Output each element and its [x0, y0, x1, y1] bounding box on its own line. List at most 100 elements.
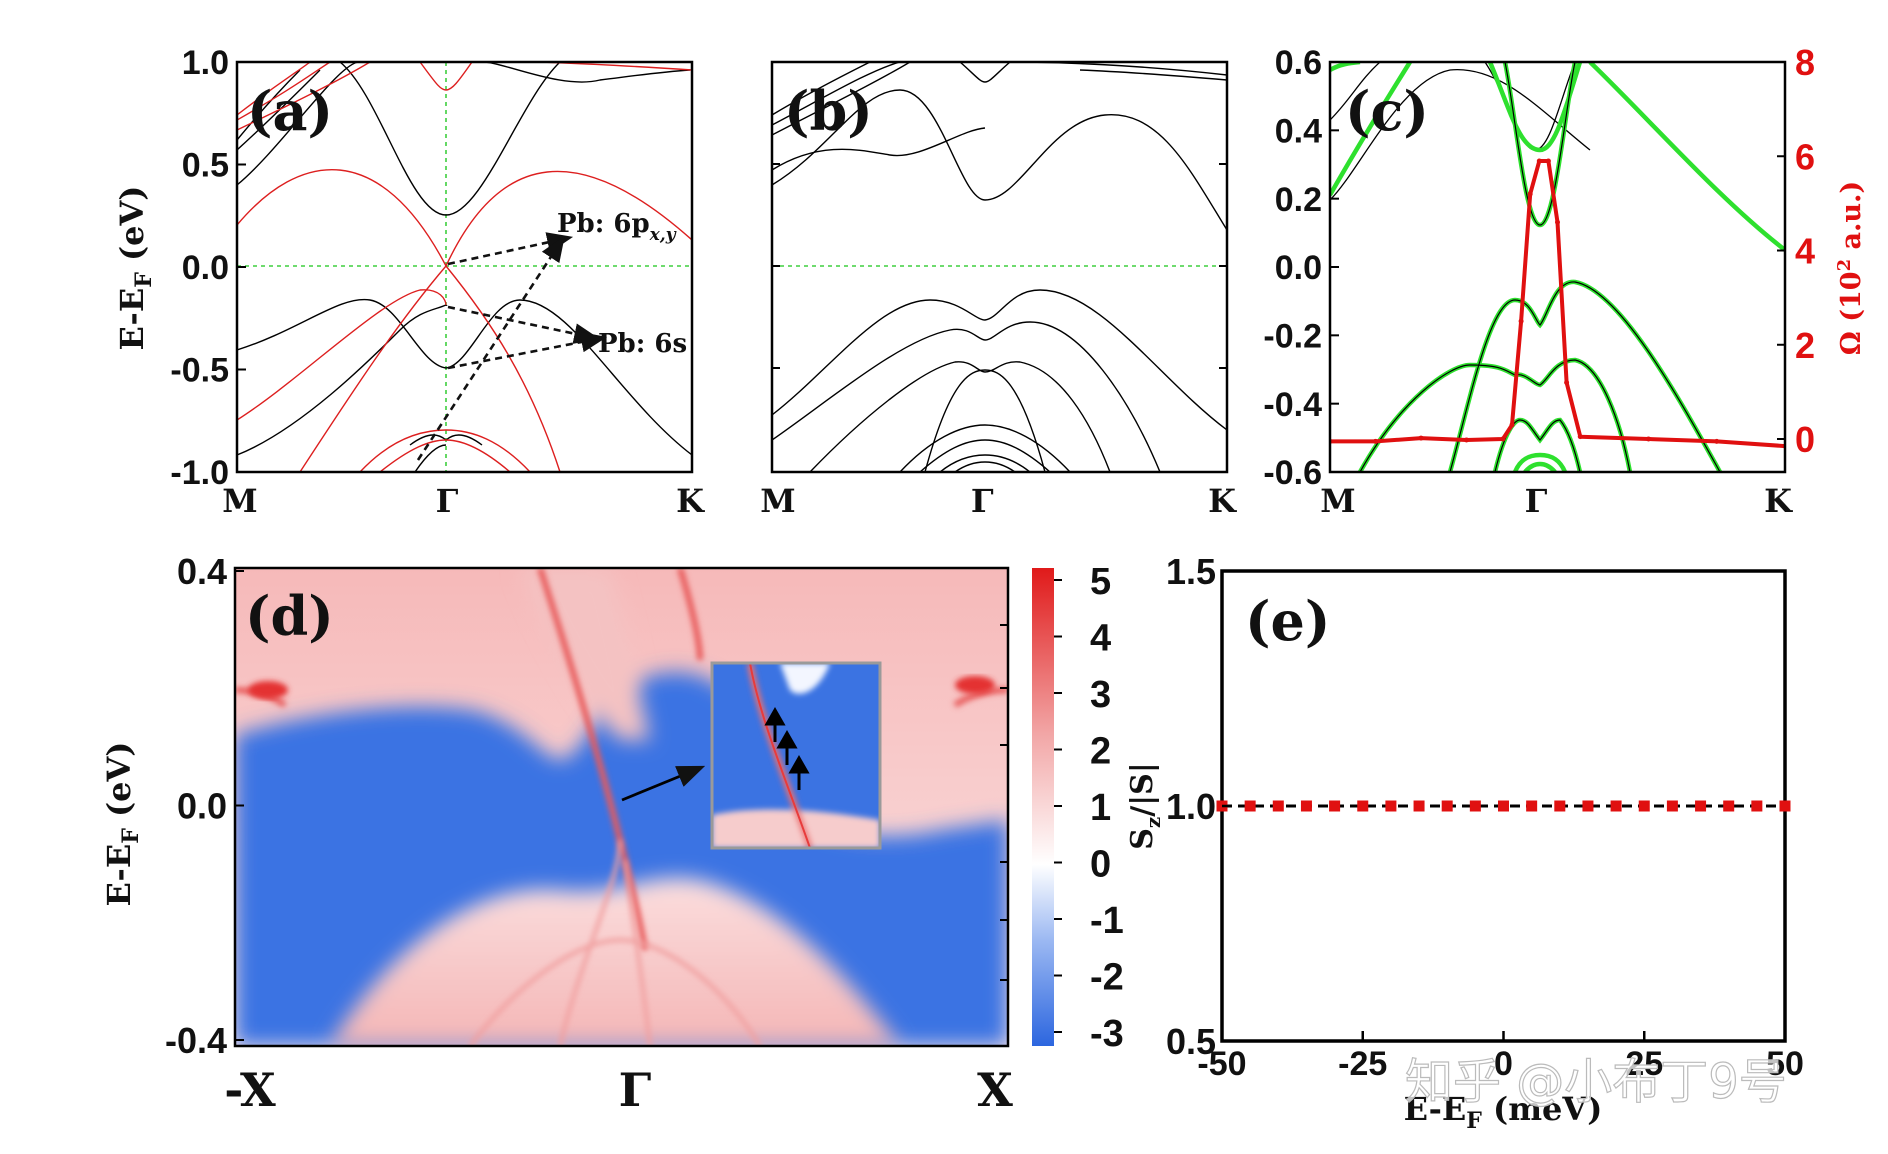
panel-d-y-tick-label: 0.0: [177, 785, 227, 826]
panel-d-inset: [621, 661, 882, 850]
panel-c-y-tick-label: -0.6: [1263, 454, 1322, 492]
panel-e-marker: [1723, 800, 1735, 812]
panel-label-a: (a): [247, 79, 333, 143]
berry-curvature-point: [1500, 436, 1506, 442]
panel-e-marker: [1272, 800, 1284, 812]
panel-a-bands: [237, 62, 692, 472]
panel-c-y2label: Ω (102 a.u.): [1834, 181, 1867, 355]
annotation-pb-6s: Pb: 6s: [598, 329, 687, 359]
panel-e-marker: [1244, 800, 1256, 812]
colorbar-tick-label: -3: [1090, 1013, 1124, 1055]
panel-c-y-tick-label: 0.6: [1275, 44, 1322, 82]
panel-e-marker: [1554, 800, 1566, 812]
panel-c-y-tick-label: -0.4: [1263, 386, 1322, 424]
panel-d: (d) 0.4 0.0 -0.4 -X Γ X E-EF (eV) 5 4 3 2 1 0 -1 -2…: [100, 551, 1124, 1117]
panel-e-marker: [1469, 800, 1481, 812]
panel-a-x-tick-label: M: [222, 482, 257, 520]
panel-a-red-bands: [237, 62, 692, 472]
panel-c-x-tick-label: Γ: [1525, 482, 1548, 520]
panel-b-x-tick-label: M: [760, 482, 795, 520]
panel-e-marker: [1666, 800, 1678, 812]
berry-curvature-point: [1373, 438, 1378, 444]
panel-label-c: (c): [1345, 79, 1429, 143]
panel-e-x-tick-label: 25: [1625, 1045, 1663, 1083]
panel-e: (e) 1.5 1.0 0.5 -50 -25 0 25 50 Sz/|S| E-EF (m…: [1125, 551, 1804, 1134]
panel-c-y-tick-label: -0.2: [1263, 318, 1322, 356]
berry-curvature-point: [1464, 437, 1469, 443]
panel-d-x-tick-label: -X: [224, 1063, 276, 1117]
berry-curvature-point: [1418, 435, 1424, 441]
panel-e-marker: [1638, 800, 1650, 812]
panel-d-x-ticks: -X Γ X: [224, 1063, 1013, 1117]
panel-e-x-tick-label: 0: [1494, 1045, 1513, 1083]
panel-a: Pb: 6px,y Pb: 6s (a) 1.0 0.5 0.0 -0.5 -1.0 M…: [113, 44, 705, 520]
panel-e-x-tick-label: 50: [1766, 1045, 1804, 1083]
berry-curvature-line: [1330, 159, 1785, 449]
panel-e-ylabel: Sz/|S|: [1125, 762, 1165, 849]
colorbar-tick-label: 5: [1090, 561, 1111, 603]
panel-d-y-tick-label: -0.4: [165, 1020, 227, 1061]
panel-d-x-tick-label: Γ: [619, 1063, 652, 1117]
panel-e-marker: [1441, 800, 1453, 812]
panel-c-y-tick-label: 0.0: [1275, 249, 1322, 287]
panel-c-y2-ticks: 8 6 4 2 0: [1777, 42, 1815, 460]
panel-c-y2-tick-label: 6: [1795, 136, 1815, 177]
panel-e-marker: [1498, 800, 1509, 812]
berry-curvature-point: [1536, 158, 1542, 164]
berry-curvature-point: [1545, 158, 1551, 164]
berry-curvature-point: [1509, 422, 1515, 428]
panel-e-x-tick-label: -50: [1197, 1045, 1246, 1083]
colorbar: 5 4 3 2 1 0 -1 -2 -3: [1032, 561, 1124, 1055]
colorbar-tick-label: 0: [1090, 844, 1111, 886]
panel-e-xlabel: E-EF (meV): [1404, 1090, 1603, 1134]
panel-d-ylabel: E-EF (eV): [100, 742, 144, 907]
panel-c-x-tick-label: K: [1764, 482, 1793, 520]
panel-e-marker: [1695, 800, 1707, 812]
panel-e-marker: [1329, 800, 1341, 812]
panel-e-marker: [1300, 800, 1312, 812]
panel-c-y2-tick-label: 8: [1795, 42, 1815, 83]
berry-curvature-point: [1564, 379, 1570, 385]
colorbar-ticks: 5 4 3 2 1 0 -1 -2 -3: [1054, 561, 1124, 1055]
panel-d-heatmap: [235, 568, 1008, 1046]
colorbar-tick-label: 1: [1090, 787, 1111, 829]
panel-d-minor-ticks: [1000, 624, 1008, 981]
panel-c-y-tick-label: 0.4: [1275, 113, 1322, 151]
panel-e-y-tick-label: 1.5: [1166, 551, 1216, 592]
panel-e-y-tick-label: 1.0: [1166, 786, 1216, 827]
panel-e-marker: [1526, 800, 1538, 812]
panel-e-marker: [1610, 800, 1622, 812]
berry-curvature-point: [1577, 434, 1583, 440]
panel-e-x-ticks: -50 -25 0 25 50: [1197, 1031, 1804, 1083]
berry-curvature-point: [1555, 219, 1560, 225]
berry-curvature-point: [1518, 318, 1524, 324]
panel-a-ylabel: E-EF (eV): [113, 186, 157, 351]
colorbar-tick-label: 2: [1090, 731, 1111, 773]
panel-e-marker: [1582, 800, 1594, 812]
panel-e-marker: [1385, 800, 1397, 812]
panel-b-x-tick-label: K: [1208, 482, 1237, 520]
panel-c: (c) 0.6 0.4 0.2 0.0 -0.2 -0.4 -0.6 8 6 4 2 0 M Γ K Ω…: [1263, 42, 1867, 520]
panel-b-bands: [772, 62, 1227, 472]
panel-e-marker: [1779, 800, 1791, 812]
panel-a-y-tick-label: 0.5: [182, 147, 229, 185]
panel-e-marker: [1751, 800, 1763, 812]
panel-a-y-tick-label: 0.0: [182, 249, 229, 287]
panel-a-x-tick-label: K: [676, 482, 705, 520]
panel-e-marker: [1413, 800, 1425, 812]
colorbar-tick-label: -2: [1090, 957, 1124, 999]
panel-a-annotations: Pb: 6px,y Pb: 6s: [416, 209, 687, 461]
colorbar-tick-label: 4: [1090, 618, 1111, 660]
panel-a-x-tick-label: Γ: [436, 482, 459, 520]
colorbar-tick-label: 3: [1090, 674, 1111, 716]
watermark: 知乎 @小布丁9号: [1405, 1054, 1787, 1110]
berry-curvature-point: [1714, 438, 1720, 444]
panel-d-y-ticks: 0.4 0.0 -0.4: [165, 551, 244, 1061]
panel-d-x-tick-label: X: [977, 1063, 1013, 1117]
panel-c-berry-curvature: [1330, 158, 1785, 449]
berry-curvature-point: [1646, 436, 1651, 442]
panel-c-x-tick-label: M: [1320, 482, 1355, 520]
